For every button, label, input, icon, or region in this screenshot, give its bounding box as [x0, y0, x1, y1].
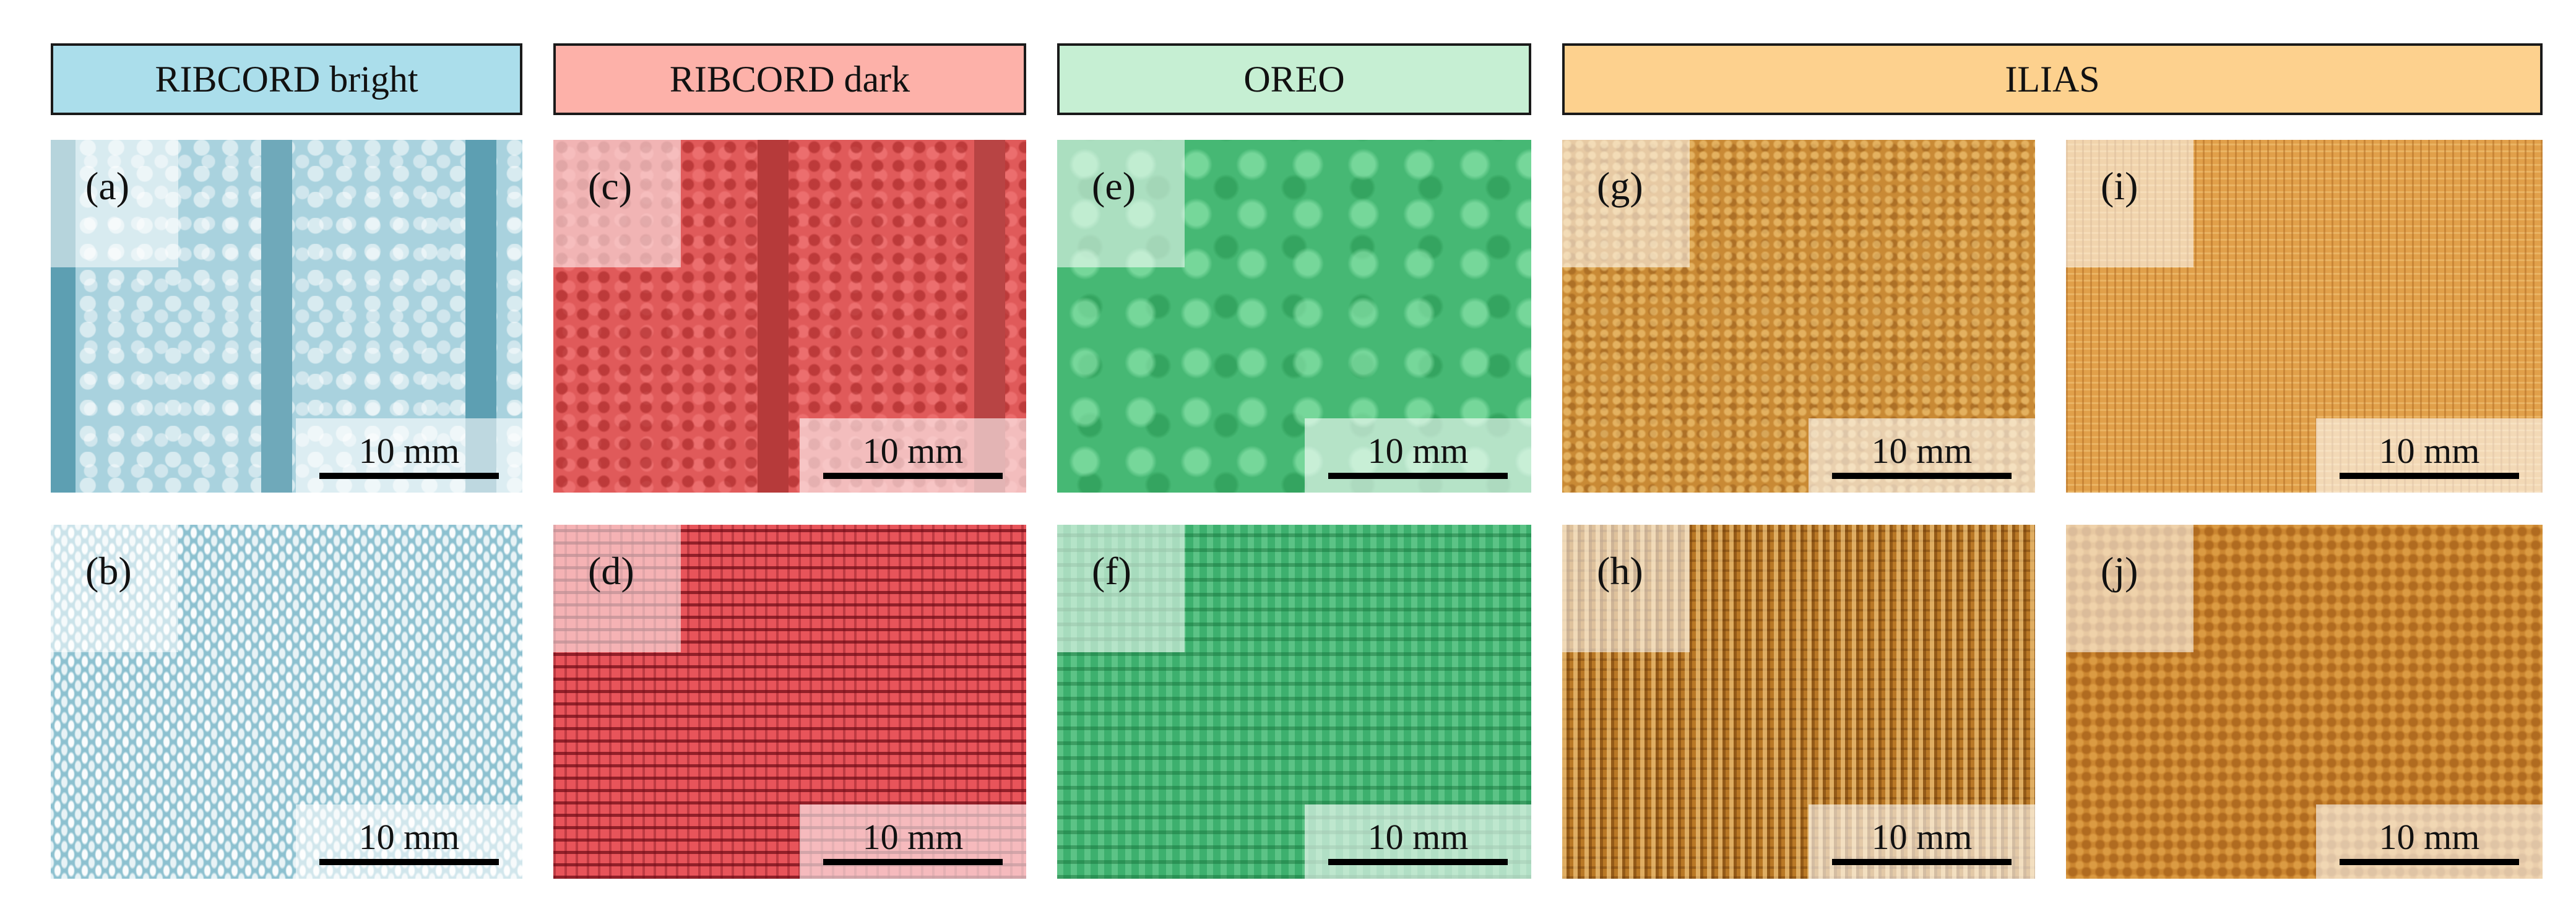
scale-bar — [1832, 473, 2012, 479]
panel-c-image: (c) 10 mm — [553, 140, 1026, 493]
panel-j-image: (j) 10 mm — [2066, 525, 2543, 879]
scale-bar — [319, 859, 499, 865]
panel-a-image: (a) 10 mm — [51, 140, 522, 493]
panel-label: (b) — [85, 549, 132, 593]
panel-label-background — [553, 140, 681, 267]
scale-background — [296, 418, 522, 493]
panel-label-background — [553, 525, 681, 652]
scale-background — [296, 804, 522, 879]
panel-label: (f) — [1092, 549, 1131, 593]
header-oreo: OREO — [1057, 43, 1531, 115]
panel-i-image: (i) 10 mm — [2066, 140, 2543, 493]
panel-label: (d) — [588, 549, 634, 593]
scale-background — [800, 804, 1026, 879]
scale-bar — [2340, 859, 2519, 865]
scale-bar — [823, 859, 1003, 865]
panel-g-image: (g) 10 mm — [1562, 140, 2035, 493]
panel-label: (j) — [2101, 549, 2138, 593]
panel-label: (h) — [1597, 549, 1643, 593]
panel-label-background — [2066, 140, 2193, 267]
header-ribcord-bright: RIBCORD bright — [51, 43, 522, 115]
header-ilias: ILIAS — [1562, 43, 2543, 115]
scale-label: 10 mm — [1367, 817, 1469, 857]
scale-background — [2316, 804, 2543, 879]
scale-bar — [1832, 859, 2012, 865]
scale-label: 10 mm — [2379, 431, 2480, 471]
scale-label: 10 mm — [2379, 817, 2480, 857]
scale-background — [800, 418, 1026, 493]
scale-bar — [2340, 473, 2519, 479]
scale-bar — [1328, 473, 1508, 479]
scale-label: 10 mm — [1367, 431, 1469, 471]
panel-f-image: (f) 10 mm — [1057, 525, 1531, 879]
panel-label-background — [2066, 525, 2193, 652]
panel-label: (g) — [1597, 164, 1643, 208]
panel-label-background — [51, 525, 178, 652]
panel-e-image: (e) 10 mm — [1057, 140, 1531, 493]
scale-label: 10 mm — [1871, 817, 1973, 857]
header-ribcord-dark: RIBCORD dark — [553, 43, 1026, 115]
scale-background — [2316, 418, 2543, 493]
scale-background — [1809, 418, 2035, 493]
scale-label: 10 mm — [862, 817, 964, 857]
scale-label: 10 mm — [1871, 431, 1973, 471]
scale-bar — [1328, 859, 1508, 865]
panel-label-background — [51, 140, 178, 267]
panel-label-background — [1562, 525, 1690, 652]
scale-bar — [319, 473, 499, 479]
scale-background — [1809, 804, 2035, 879]
panel-label-background — [1057, 525, 1185, 652]
scale-bar — [823, 473, 1003, 479]
scale-label: 10 mm — [862, 431, 964, 471]
panel-label: (e) — [1092, 164, 1136, 208]
panel-label: (a) — [85, 164, 130, 208]
panel-label-background — [1562, 140, 1690, 267]
panel-h-image: (h) 10 mm — [1562, 525, 2035, 879]
panel-d-image: (d) 10 mm — [553, 525, 1026, 879]
scale-background — [1305, 804, 1531, 879]
panel-label: (i) — [2101, 164, 2138, 208]
scale-background — [1305, 418, 1531, 493]
scale-label: 10 mm — [358, 431, 460, 471]
panel-label-background — [1057, 140, 1185, 267]
scale-label: 10 mm — [358, 817, 460, 857]
panel-label: (c) — [588, 164, 633, 208]
panel-b-image: (b) 10 mm — [51, 525, 522, 879]
